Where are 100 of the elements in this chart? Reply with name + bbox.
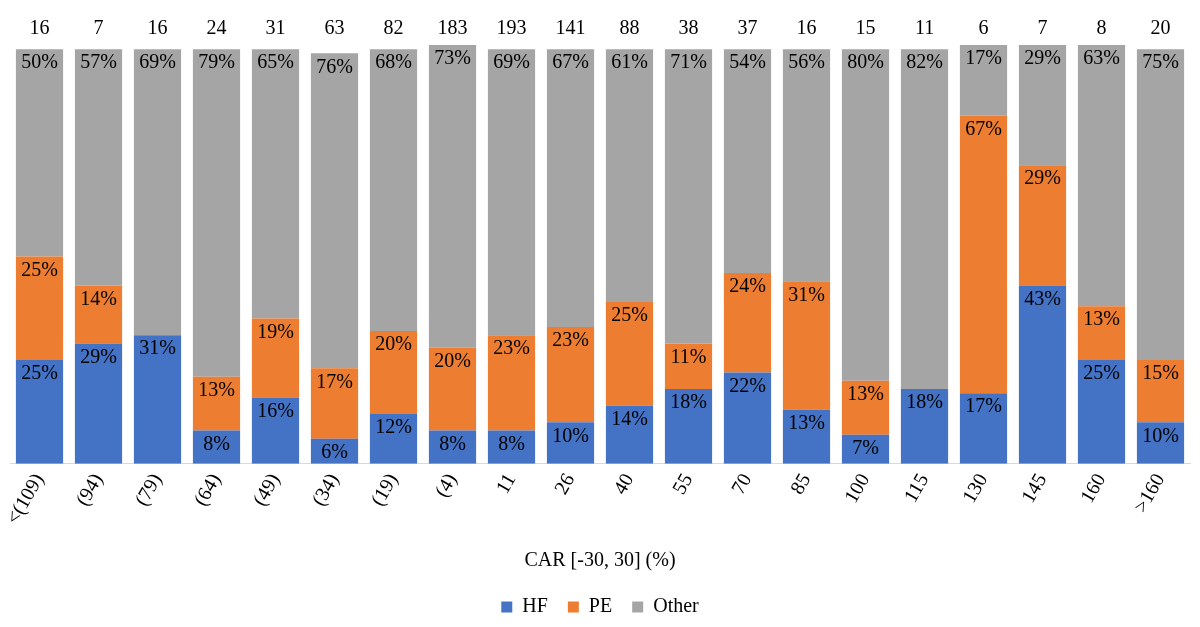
text: 24: [206, 16, 227, 39]
data-label: 67%: [552, 50, 589, 73]
data-label: 19%: [257, 319, 294, 342]
bar: [310, 368, 359, 439]
bar: [74, 343, 123, 464]
text: 15: [855, 16, 876, 39]
bar: [723, 372, 772, 464]
data-label: 20%: [434, 348, 471, 371]
data-label: 13%: [847, 382, 884, 405]
data-label: 13%: [1083, 307, 1120, 330]
data-label: 68%: [375, 50, 412, 73]
text: 37: [737, 16, 758, 39]
x-tick-label: (4): [429, 469, 462, 502]
data-label: 6%: [321, 440, 348, 463]
data-label: 8%: [439, 431, 466, 454]
data-label: 76%: [316, 54, 353, 77]
x-tick-label: (64): [188, 469, 226, 510]
text: 88: [619, 16, 640, 39]
data-label: 71%: [670, 50, 707, 73]
bar: [900, 49, 949, 390]
data-label: 54%: [729, 50, 766, 73]
data-label: 67%: [965, 116, 1002, 139]
data-label: 79%: [198, 50, 235, 73]
bar: [74, 49, 123, 286]
data-label: 50%: [21, 50, 58, 73]
data-label: 29%: [1024, 46, 1061, 69]
bar: [782, 281, 831, 410]
data-label: 25%: [21, 257, 58, 280]
data-label: 15%: [1142, 361, 1179, 384]
x-axis-title: CAR [-30, 30] (%): [524, 548, 676, 572]
data-label: 10%: [552, 423, 589, 446]
data-label: 31%: [139, 336, 176, 359]
data-label: 14%: [80, 286, 117, 309]
bar: [782, 49, 831, 282]
data-label: 69%: [139, 50, 176, 73]
bar: [133, 49, 182, 336]
text: 7: [93, 16, 104, 39]
bar: [15, 49, 64, 257]
bar: [251, 49, 300, 319]
data-label: 12%: [375, 415, 412, 438]
data-label: 22%: [729, 373, 766, 396]
bar: [310, 53, 359, 369]
x-tick-label: 85: [785, 469, 815, 498]
data-label: 17%: [965, 394, 1002, 417]
text: 183: [437, 16, 468, 39]
bar: [369, 49, 418, 332]
data-label: 17%: [965, 46, 1002, 69]
data-label: 75%: [1142, 50, 1179, 73]
data-label: 20%: [375, 332, 412, 355]
data-label: 8%: [498, 431, 525, 454]
x-tick-label: 70: [726, 469, 756, 498]
bar: [1077, 306, 1126, 361]
text: 63: [324, 16, 345, 39]
data-label: 16%: [257, 398, 294, 421]
bar: [959, 393, 1008, 464]
x-tick-label: 100: [839, 469, 874, 507]
data-label: 56%: [788, 50, 825, 73]
data-label: 73%: [434, 46, 471, 69]
data-label: 65%: [257, 50, 294, 73]
text: 141: [555, 16, 586, 39]
bar: [546, 326, 595, 423]
bar: [1018, 45, 1067, 166]
bar: [1077, 360, 1126, 464]
data-label: 80%: [847, 50, 884, 73]
text: 6: [978, 16, 989, 39]
data-label: 69%: [493, 50, 530, 73]
x-tick-label: 55: [667, 469, 697, 498]
text: 31: [265, 16, 286, 39]
x-tick-label: (19): [365, 469, 403, 510]
data-label: 24%: [729, 274, 766, 297]
bar: [369, 331, 418, 414]
data-label: 13%: [198, 377, 235, 400]
bar: [1018, 285, 1067, 464]
x-tick-label: 160: [1075, 469, 1110, 507]
legend-label: Other: [653, 594, 700, 617]
data-label: 25%: [21, 361, 58, 384]
data-label: 17%: [316, 369, 353, 392]
bar: [546, 49, 595, 327]
bar: [1136, 49, 1185, 361]
data-label: 43%: [1024, 286, 1061, 309]
data-label: 23%: [552, 328, 589, 351]
data-label: 14%: [611, 406, 648, 429]
data-label: 7%: [852, 435, 879, 458]
data-label: 23%: [493, 336, 530, 359]
text: 16: [147, 16, 168, 39]
bar: [900, 389, 949, 464]
text: 16: [29, 16, 50, 39]
bar: [428, 347, 477, 431]
data-label: 18%: [670, 390, 707, 413]
bar: [664, 49, 713, 344]
x-tick-label: 26: [549, 469, 579, 498]
bar: [605, 49, 654, 303]
text: 11: [914, 16, 935, 39]
text: 8: [1096, 16, 1107, 39]
bar: [192, 376, 241, 431]
data-label: 61%: [611, 50, 648, 73]
bar: [487, 335, 536, 431]
bar: [74, 285, 123, 344]
x-tick-label: (94): [70, 469, 108, 510]
data-label: 25%: [611, 303, 648, 326]
